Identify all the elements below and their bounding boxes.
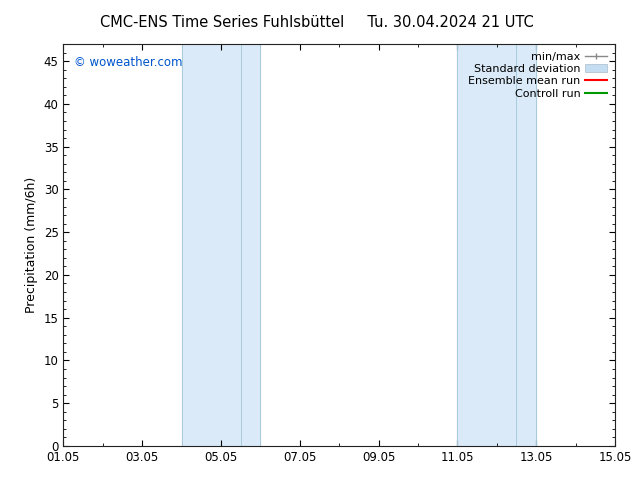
Text: © woweather.com: © woweather.com xyxy=(74,56,183,69)
Legend: min/max, Standard deviation, Ensemble mean run, Controll run: min/max, Standard deviation, Ensemble me… xyxy=(466,49,609,101)
Text: CMC-ENS Time Series Fuhlsbüttel     Tu. 30.04.2024 21 UTC: CMC-ENS Time Series Fuhlsbüttel Tu. 30.0… xyxy=(100,15,534,30)
Y-axis label: Precipitation (mm/6h): Precipitation (mm/6h) xyxy=(25,177,38,313)
Bar xyxy=(181,44,261,446)
Bar xyxy=(457,44,536,446)
